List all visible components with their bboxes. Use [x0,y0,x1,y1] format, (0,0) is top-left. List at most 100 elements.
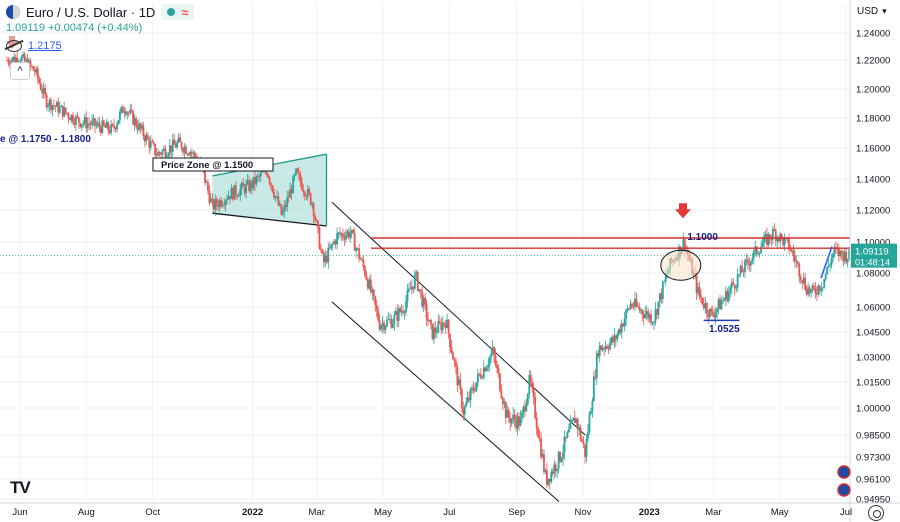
candle-body [437,321,440,333]
candle-body [305,196,308,198]
candle-body [86,123,89,129]
candle-body [421,291,424,307]
candle-body [303,191,306,197]
candle-body [563,436,566,453]
candle-body [532,388,535,398]
collapse-button[interactable]: ^ [10,62,30,80]
indicator-row[interactable]: 1.2175 [6,40,62,52]
candle-body [299,174,302,183]
candle-body [77,117,80,123]
candle-body [515,420,517,429]
candle-body [179,137,181,142]
last-price-value: 1.09119 [855,247,889,258]
candle-body [73,122,76,125]
candle-body [226,199,228,201]
candle-body [396,310,399,321]
candle-body [416,271,419,291]
candle-body [538,437,541,439]
candle-body [730,282,733,288]
candle-body [504,402,507,418]
candle-body [161,150,164,155]
candle-body [355,248,358,251]
market-status-pill[interactable]: ≈ [161,4,195,20]
candle-body [403,311,406,314]
zone-lower-edge [212,212,327,227]
candle-body [293,174,296,177]
candle-body [701,297,704,305]
candle-body [177,137,180,143]
candle-body [572,417,575,421]
eur-usd-flag-icon [6,5,20,19]
candle-body [387,319,390,321]
candle-body [384,325,387,330]
candle-body [368,279,371,289]
candle-body [807,287,809,295]
candle-body [50,99,52,111]
candle-body [757,253,760,255]
recent-trend-line [820,246,833,279]
candle-body [163,148,165,151]
candle-body [770,239,773,241]
candle-body [261,171,264,173]
candle-body [127,112,130,114]
candle-body [820,288,823,291]
candle-body [813,285,815,289]
candle-body [6,60,8,61]
descending-channel [331,201,586,502]
candle-body [702,304,705,309]
support-label: 1.0525 [709,324,740,335]
candle-body [609,342,611,350]
candle-body [135,118,137,127]
candle-body [372,289,375,297]
candle-body [780,233,783,238]
candle-body [33,70,36,73]
candle-body [751,258,754,262]
candle-body [234,185,237,196]
candle-body [777,237,780,242]
candle-body [788,238,790,250]
currency-menu[interactable]: USD [857,6,887,17]
candle-body [607,348,610,350]
candle-body [560,458,563,462]
settings-gear-icon[interactable] [868,505,884,521]
candle-body [683,239,686,252]
candle-body [142,125,145,137]
candle-body [255,176,258,185]
candle-body [154,143,157,156]
candle-body [817,285,820,295]
candle-body [298,172,300,175]
candle-body [839,250,842,257]
candle-body [795,261,798,263]
candle-body [336,233,338,245]
candle-body [642,314,645,318]
candle-body [320,248,322,250]
candle-body [528,375,531,394]
candle-body [409,288,412,290]
hide-eye-icon[interactable] [6,40,22,52]
candle-body [108,130,111,133]
candle-body [647,311,650,319]
candle-body [526,393,529,404]
grid [0,4,850,500]
candle-body [63,107,66,117]
candle-body [44,87,47,95]
candle-body [474,390,476,392]
symbol-header[interactable]: Euro / U.S. Dollar · 1D ≈ [6,4,195,20]
candle-body [711,311,714,316]
candle-body [463,406,466,415]
candle-body [82,122,85,125]
candle-body [317,220,319,228]
candle-body [246,180,249,184]
tradingview-logo[interactable]: TV [10,478,31,497]
candle-body [490,353,493,358]
candle-body [578,427,581,430]
candle-body [447,319,450,335]
candle-body [119,111,121,121]
candle-body [393,314,396,324]
candle-body [720,301,723,310]
candle-body [306,188,309,198]
candle-body [805,289,808,295]
candle-body [826,267,829,275]
candle-body [337,232,340,234]
